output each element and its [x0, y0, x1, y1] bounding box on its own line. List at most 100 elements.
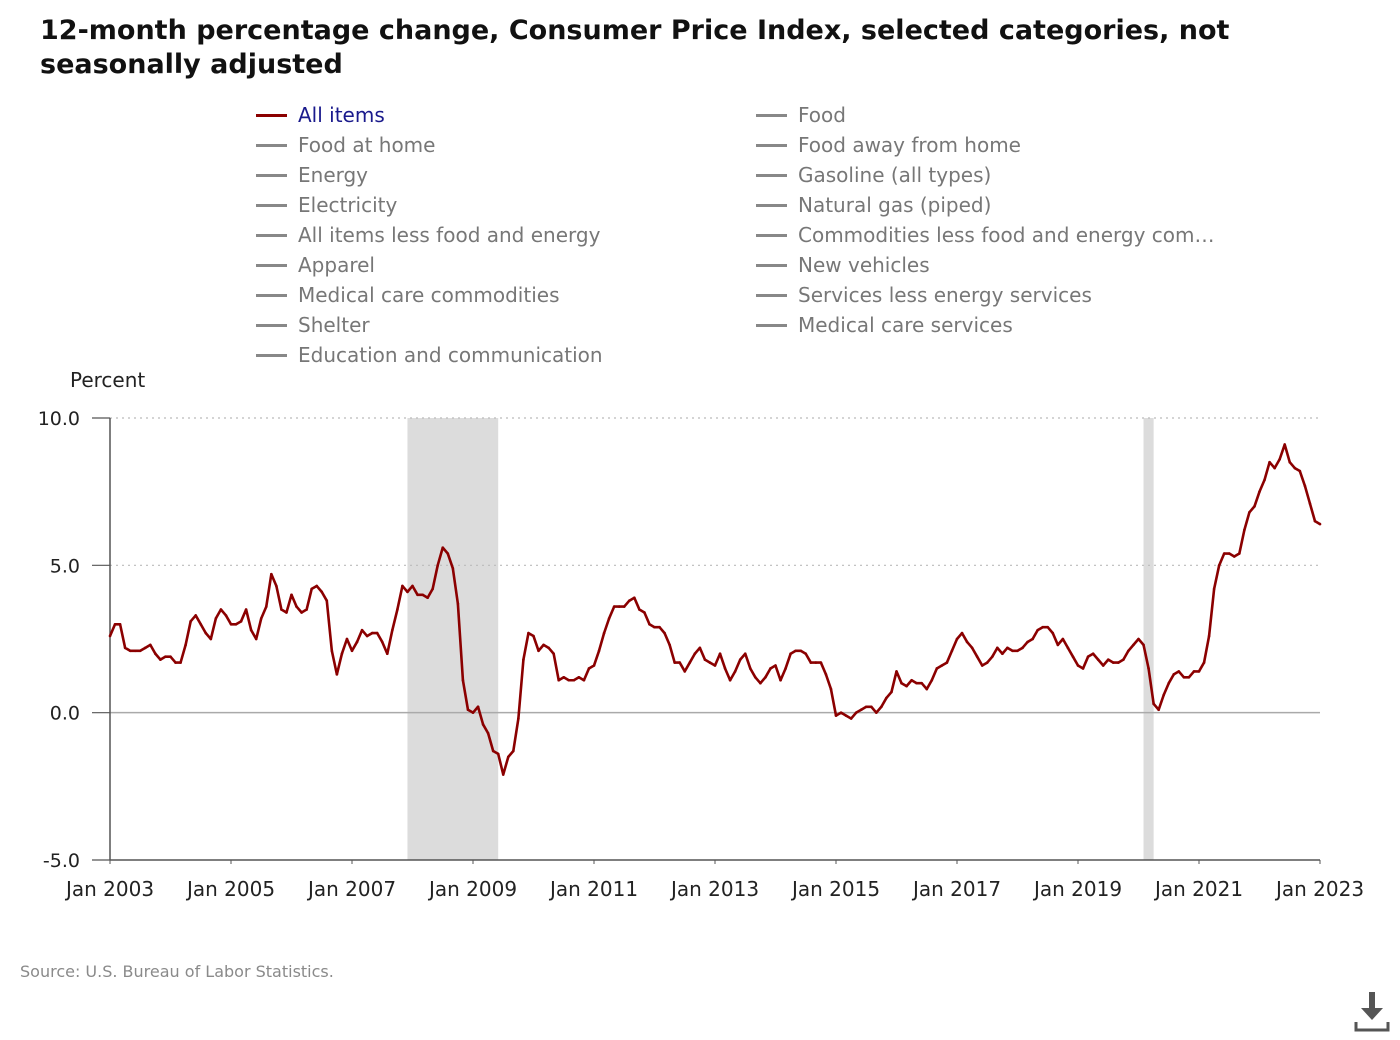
data-point — [224, 614, 228, 617]
data-point — [1071, 655, 1075, 658]
data-point — [1122, 658, 1125, 661]
data-point — [799, 649, 803, 653]
legend-item[interactable]: Electricity — [256, 190, 397, 220]
data-point — [779, 678, 782, 682]
legend-item[interactable]: Energy — [256, 160, 368, 190]
data-point — [1253, 505, 1256, 508]
data-point — [875, 711, 878, 714]
legend-item[interactable]: Shelter — [256, 310, 370, 340]
legend-swatch — [756, 263, 787, 267]
legend-swatch — [756, 233, 787, 237]
data-point — [496, 752, 500, 756]
data-point — [905, 684, 908, 688]
data-point — [577, 676, 581, 679]
data-point — [179, 661, 182, 664]
data-point — [1001, 652, 1004, 656]
data-point — [1202, 661, 1206, 664]
data-point — [1031, 637, 1034, 641]
data-point — [1066, 646, 1070, 650]
data-point — [1212, 587, 1216, 591]
legend-swatch — [256, 113, 287, 117]
data-point — [718, 652, 722, 656]
legend-item[interactable]: Food at home — [256, 130, 435, 160]
legend-swatch — [256, 323, 287, 327]
data-point — [1127, 649, 1130, 653]
data-point — [930, 678, 934, 682]
legend-item[interactable]: Natural gas (piped) — [756, 190, 991, 220]
data-point — [774, 664, 777, 667]
data-point — [169, 655, 172, 658]
legend-item[interactable]: Gasoline (all types) — [756, 160, 991, 190]
data-point — [880, 705, 883, 709]
legend-item[interactable]: All items less food and energy — [256, 220, 600, 250]
data-point — [310, 587, 313, 591]
data-point — [915, 681, 918, 685]
legend-item[interactable]: Commodities less food and energy com… — [756, 220, 1215, 250]
data-point — [1232, 555, 1236, 558]
data-point — [829, 687, 833, 691]
legend-item[interactable]: All items — [256, 100, 385, 130]
data-point — [128, 649, 132, 653]
data-point — [1238, 552, 1241, 555]
legend-item[interactable]: Apparel — [256, 250, 375, 280]
data-point — [1137, 637, 1140, 641]
legend-label: Education and communication — [298, 343, 603, 367]
legend-label: Commodities less food and energy com… — [798, 223, 1215, 247]
data-point — [280, 608, 283, 611]
data-point — [149, 643, 152, 647]
data-point — [1056, 643, 1060, 647]
legend-item[interactable]: Food away from home — [756, 130, 1021, 160]
data-point — [481, 723, 485, 726]
x-tick-label: Jan 2009 — [427, 877, 517, 901]
data-point — [996, 646, 999, 650]
legend-label: Shelter — [298, 313, 370, 337]
data-point — [1142, 643, 1145, 647]
data-point — [638, 608, 641, 611]
data-point — [320, 590, 324, 594]
legend-item[interactable]: Food — [756, 100, 846, 130]
data-point — [466, 708, 470, 712]
data-point — [1197, 670, 1201, 673]
data-point — [506, 755, 510, 759]
data-point — [1283, 443, 1287, 446]
legend-swatch — [756, 323, 787, 327]
legend-item[interactable]: Medical care commodities — [256, 280, 559, 310]
data-point — [804, 652, 808, 656]
legend-label: Electricity — [298, 193, 398, 217]
data-point — [1222, 552, 1226, 555]
data-point — [1076, 664, 1080, 667]
data-point — [143, 646, 147, 650]
data-point — [794, 649, 797, 653]
data-point — [1182, 676, 1186, 679]
download-icon[interactable] — [1352, 990, 1392, 1034]
data-point — [925, 687, 929, 691]
data-point — [627, 599, 631, 602]
data-point — [365, 634, 369, 638]
data-point — [421, 593, 424, 597]
legend-item[interactable]: Services less energy services — [756, 280, 1092, 310]
data-point — [1273, 466, 1276, 470]
data-point — [456, 602, 460, 605]
data-point — [1293, 466, 1297, 470]
data-point — [814, 661, 818, 664]
data-point — [839, 711, 843, 714]
legend-item[interactable]: Medical care services — [756, 310, 1013, 340]
data-point — [118, 622, 122, 626]
legend-label: Food away from home — [798, 133, 1021, 157]
data-point — [965, 640, 969, 644]
legend-swatch — [756, 203, 787, 207]
data-point — [501, 773, 505, 776]
data-point — [985, 661, 989, 664]
data-point — [895, 670, 898, 673]
data-point — [1081, 667, 1085, 670]
data-point — [1006, 646, 1009, 650]
data-point — [849, 717, 853, 720]
data-point — [743, 652, 747, 656]
legend-item[interactable]: Education and communication — [256, 340, 603, 370]
data-point — [239, 620, 243, 623]
legend-item[interactable]: New vehicles — [756, 250, 930, 280]
legend-label: Services less energy services — [798, 283, 1092, 307]
recession-band — [1143, 418, 1154, 860]
data-point — [335, 673, 339, 676]
legend-swatch — [256, 293, 287, 297]
